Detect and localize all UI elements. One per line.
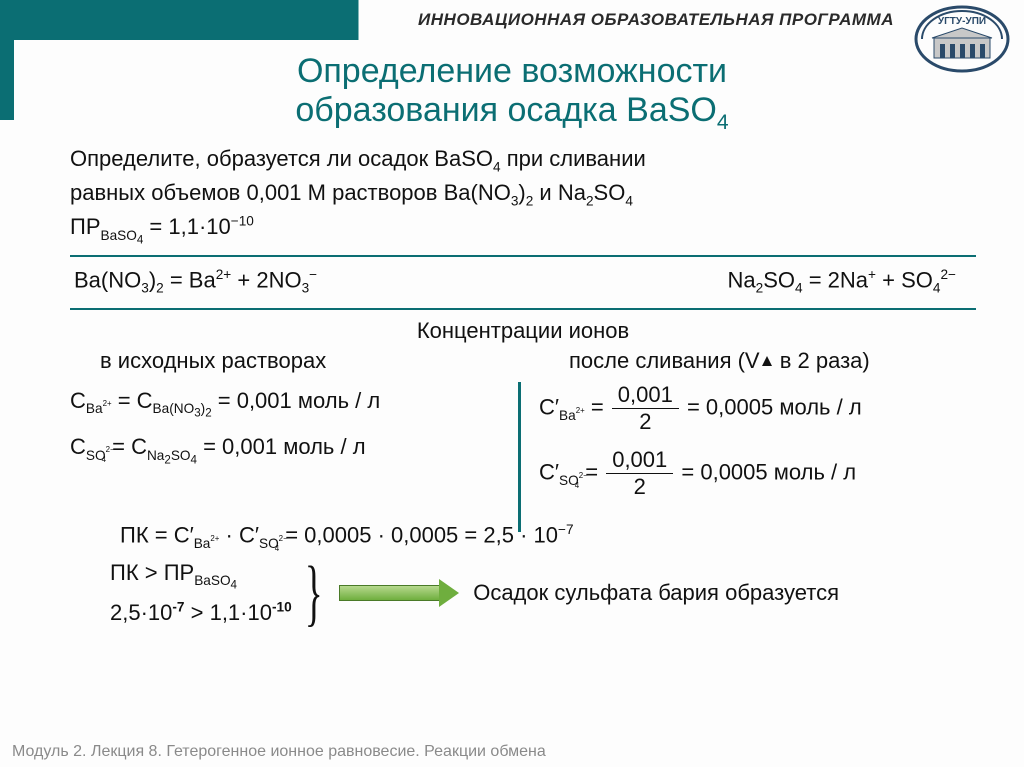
footer-text: Модуль 2. Лекция 8. Гетерогенное ионное … xyxy=(12,743,546,761)
accent-stripe xyxy=(0,40,14,120)
pk-gt-pr: ПК > ПРBaSO4 xyxy=(110,555,292,596)
dissoc-left: Ba(NO3)2 = Ba2+ + 2NO3− xyxy=(74,267,317,296)
up-arrow-icon xyxy=(762,356,772,366)
col-left-heading: в исходных растворах xyxy=(70,348,507,374)
title-line1: Определение возможности xyxy=(297,52,727,90)
slide-title: Определение возможности образования осад… xyxy=(0,52,1024,135)
divider-line-2 xyxy=(70,308,976,310)
right-brace-icon: } xyxy=(305,558,323,628)
ionic-product: ПК = C′Ba2+ · C′SO2−4 = 0,0005 · 0,0005 … xyxy=(120,522,976,551)
column-divider xyxy=(518,382,521,532)
col-right-heading: после сливания (V в 2 раза) xyxy=(539,348,976,374)
numeric-compare: 2,5·10-7 > 1,1·10-10 xyxy=(110,595,292,630)
c-ba-after: C′Ba2+ = 0,0012 = 0,0005 моль / л xyxy=(539,384,976,433)
dissociation-equations: Ba(NO3)2 = Ba2+ + 2NO3− Na2SO4 = 2Na+ + … xyxy=(70,267,976,302)
problem-statement: Определите, образуется ли осадок BaSO4 п… xyxy=(70,143,976,249)
slide-body: Определите, образуется ли осадок BaSO4 п… xyxy=(0,135,1024,631)
title-line2: образования осадка BaSO xyxy=(295,91,717,129)
ion-conc-heading: Концентрации ионов xyxy=(70,318,976,344)
divider-line xyxy=(70,255,976,257)
c-so4-initial: CSO2−4 = CNa2SO4 = 0,001 моль / л xyxy=(70,434,507,466)
program-label: ИННОВАЦИОННАЯ ОБРАЗОВАТЕЛЬНАЯ ПРОГРАММА xyxy=(418,10,894,30)
concentration-columns: в исходных растворах CBa2+ = CBa(NO3)2 =… xyxy=(70,348,976,514)
arrow-icon xyxy=(339,579,459,607)
c-so4-after: C′SO2−4 = 0,0012 = 0,0005 моль / л xyxy=(539,449,976,498)
brace-group: ПК > ПРBaSO4 2,5·10-7 > 1,1·10-10 } xyxy=(110,555,331,631)
conclusion-row: ПК > ПРBaSO4 2,5·10-7 > 1,1·10-10 } Осад… xyxy=(110,555,976,631)
col-initial: в исходных растворах CBa2+ = CBa(NO3)2 =… xyxy=(70,348,521,514)
conclusion-text: Осадок сульфата бария образуется xyxy=(473,580,839,606)
header-bar: ИННОВАЦИОННАЯ ОБРАЗОВАТЕЛЬНАЯ ПРОГРАММА xyxy=(0,0,1024,40)
dissoc-right: Na2SO4 = 2Na+ + SO42− xyxy=(728,267,956,296)
col-after-mix: после сливания (V в 2 раза) C′Ba2+ = 0,0… xyxy=(521,348,976,514)
university-logo: УГТУ-УПИ xyxy=(912,4,1012,74)
c-ba-initial: CBa2+ = CBa(NO3)2 = 0,001 моль / л xyxy=(70,388,507,420)
logo-text: УГТУ-УПИ xyxy=(938,16,986,27)
